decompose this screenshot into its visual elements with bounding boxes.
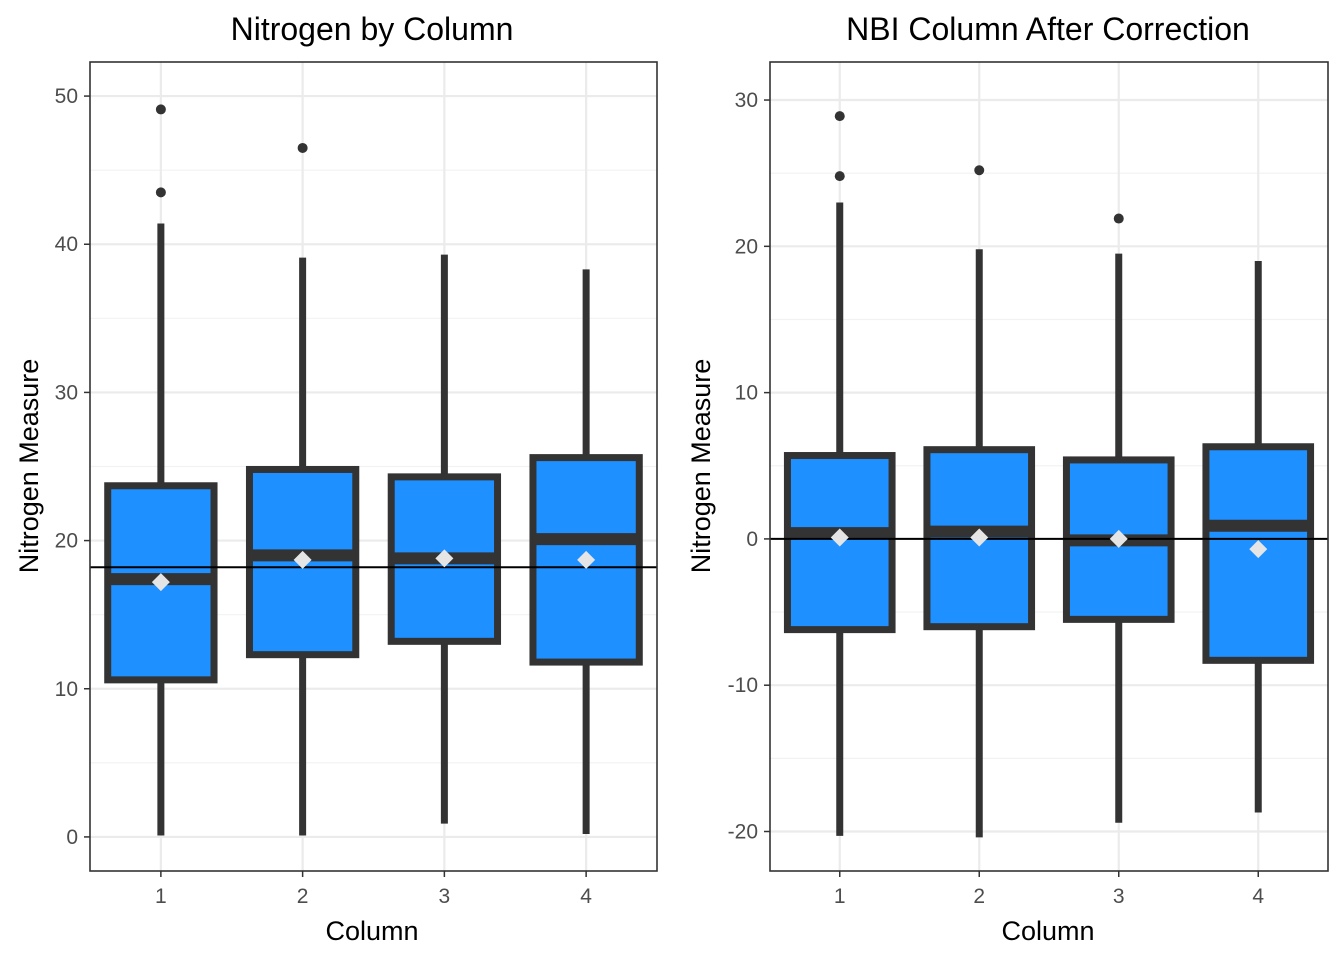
- right-outlier-point: [1113, 213, 1124, 224]
- left-mean-marker: [293, 550, 312, 569]
- right-mean-marker: [970, 528, 989, 547]
- left-x-tick-label: 1: [155, 885, 167, 908]
- left-outlier-point: [155, 104, 166, 115]
- left-y-axis-title: Nitrogen Measure: [14, 359, 44, 574]
- right-plot-area: -20 -10 0 10 20 30 1 2 3 4: [728, 61, 1329, 908]
- right-y-tick-label: 0: [746, 528, 758, 551]
- left-x-axis-title: Column: [325, 916, 418, 946]
- left-x-tick-label: 3: [439, 885, 451, 908]
- right-y-tick-label: 10: [735, 382, 758, 405]
- right-x-tick-label: 4: [1252, 885, 1264, 908]
- right-mean-marker: [830, 528, 849, 547]
- left-x-tick-label: 2: [297, 885, 309, 908]
- left-x-tick-label: 4: [580, 885, 592, 908]
- right-y-tick-label: 30: [735, 89, 758, 112]
- left-outlier-point: [155, 187, 166, 198]
- right-x-tick-label: 1: [834, 885, 846, 908]
- left-y-tick-label: 50: [55, 85, 78, 108]
- right-chart-panel: NBI Column After Correction Column Nitro…: [686, 11, 1329, 946]
- right-y-tick-label: 20: [735, 235, 758, 258]
- left-plot-area: 0 10 20 30 40 50 1 2 3 4: [55, 61, 658, 908]
- left-chart-title: Nitrogen by Column: [231, 11, 514, 47]
- right-y-tick-label: -20: [728, 821, 758, 844]
- right-y-tick-label: -10: [728, 674, 758, 697]
- right-x-tick-label: 3: [1113, 885, 1125, 908]
- right-panel-border: [769, 61, 1329, 872]
- left-y-tick-label: 0: [66, 826, 78, 849]
- left-y-tick-label: 20: [55, 530, 78, 553]
- right-mean-marker: [1249, 540, 1268, 559]
- left-y-tick-label: 40: [55, 233, 78, 256]
- left-mean-marker: [151, 573, 170, 592]
- right-x-axis-title: Column: [1001, 916, 1094, 946]
- right-outlier-point: [834, 171, 845, 182]
- right-x-tick-label: 2: [973, 885, 985, 908]
- right-mean-marker: [1109, 529, 1128, 548]
- right-outlier-point: [974, 165, 985, 176]
- left-y-tick-label: 30: [55, 381, 78, 404]
- left-outlier-point: [297, 142, 308, 153]
- right-outlier-point: [834, 111, 845, 122]
- left-y-tick-label: 10: [55, 678, 78, 701]
- left-chart-panel: Nitrogen by Column Column Nitrogen Measu…: [14, 11, 658, 946]
- left-panel-border: [89, 61, 658, 872]
- right-y-axis-title: Nitrogen Measure: [686, 359, 716, 574]
- right-chart-title: NBI Column After Correction: [846, 11, 1250, 47]
- left-mean-marker: [435, 549, 454, 568]
- left-mean-marker: [577, 550, 596, 569]
